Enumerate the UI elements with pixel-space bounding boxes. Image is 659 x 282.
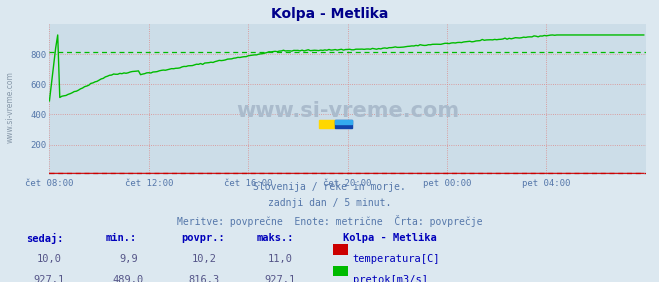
- Text: 11,0: 11,0: [268, 254, 293, 264]
- Text: 927,1: 927,1: [264, 275, 296, 282]
- Text: 10,2: 10,2: [192, 254, 217, 264]
- Text: Slovenija / reke in morje.: Slovenija / reke in morje.: [253, 182, 406, 192]
- Text: 816,3: 816,3: [188, 275, 220, 282]
- Text: 10,0: 10,0: [37, 254, 62, 264]
- Text: www.si-vreme.com: www.si-vreme.com: [5, 71, 14, 143]
- Text: povpr.:: povpr.:: [181, 233, 225, 243]
- Text: maks.:: maks.:: [257, 233, 295, 243]
- Bar: [319, 120, 335, 128]
- Text: Kolpa - Metlika: Kolpa - Metlika: [271, 7, 388, 21]
- Text: 9,9: 9,9: [119, 254, 138, 264]
- Text: www.si-vreme.com: www.si-vreme.com: [236, 102, 459, 122]
- Text: temperatura[C]: temperatura[C]: [353, 254, 440, 264]
- Text: 927,1: 927,1: [34, 275, 65, 282]
- Text: zadnji dan / 5 minut.: zadnji dan / 5 minut.: [268, 198, 391, 208]
- Bar: [335, 120, 352, 128]
- Text: Meritve: povprečne  Enote: metrične  Črta: povprečje: Meritve: povprečne Enote: metrične Črta:…: [177, 215, 482, 227]
- Text: sedaj:: sedaj:: [26, 233, 64, 244]
- Text: 489,0: 489,0: [113, 275, 144, 282]
- Text: min.:: min.:: [105, 233, 136, 243]
- Text: Kolpa - Metlika: Kolpa - Metlika: [343, 233, 436, 243]
- Bar: [335, 120, 352, 124]
- Text: pretok[m3/s]: pretok[m3/s]: [353, 275, 428, 282]
